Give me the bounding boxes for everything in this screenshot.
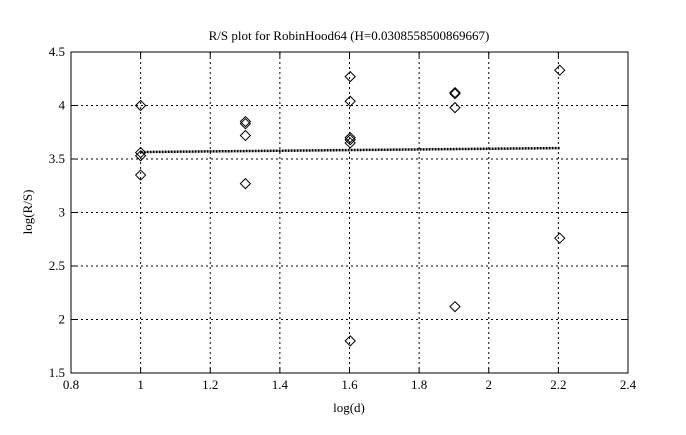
y-tick-label: 2.5	[49, 258, 65, 273]
data-point	[344, 335, 356, 347]
y-tick-label: 1.5	[49, 365, 65, 380]
data-point	[344, 137, 356, 149]
data-point	[134, 150, 147, 162]
data-point	[134, 146, 147, 159]
data-point	[344, 131, 356, 144]
x-tick-label: 0.8	[63, 377, 79, 392]
y-tick-label: 4.5	[49, 44, 65, 59]
x-tick-label: 2.4	[620, 377, 637, 392]
data-point	[344, 70, 356, 83]
x-tick-label: 1.4	[272, 377, 289, 392]
data-point	[134, 99, 147, 112]
data-point	[449, 88, 461, 100]
data-point	[449, 101, 461, 114]
y-tick-label: 3.5	[49, 151, 65, 166]
fit-line	[140, 146, 560, 154]
data-point	[344, 134, 356, 146]
data-point	[239, 129, 252, 142]
data-point	[239, 117, 252, 130]
x-tick-label: 1	[137, 377, 144, 392]
y-tick-label: 3	[59, 205, 66, 220]
data-point	[344, 95, 356, 107]
y-axis-label: log(R/S)	[20, 190, 35, 235]
data-point	[554, 64, 566, 76]
x-tick-label: 1.2	[202, 377, 218, 392]
data-point	[449, 300, 461, 313]
x-tick-label: 1.8	[411, 377, 427, 392]
data-point	[449, 86, 461, 99]
data-point	[239, 115, 252, 128]
data-point	[554, 232, 566, 244]
x-tick-label: 2.2	[550, 377, 566, 392]
x-tick-label: 1.6	[341, 377, 358, 392]
y-tick-label: 2	[59, 312, 66, 327]
data-point	[239, 177, 252, 190]
chart-title: R/S plot for RobinHood64 (H=0.0308558500…	[209, 28, 490, 43]
x-axis-label: log(d)	[333, 400, 365, 415]
y-tick-label: 4	[59, 98, 66, 113]
data-point	[134, 169, 147, 181]
x-tick-label: 2	[486, 377, 493, 392]
plot-frame	[70, 51, 629, 374]
